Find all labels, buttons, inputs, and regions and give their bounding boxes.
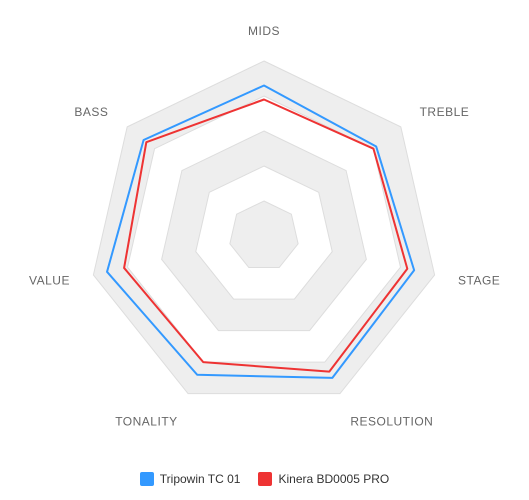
legend-label: Kinera BD0005 PRO — [278, 472, 389, 486]
legend: Tripowin TC 01 Kinera BD0005 PRO — [0, 472, 529, 486]
legend-item: Tripowin TC 01 — [140, 472, 241, 486]
axis-label: RESOLUTION — [350, 414, 433, 428]
axis-label: MIDS — [248, 24, 280, 38]
axis-label: BASS — [74, 105, 108, 119]
axis-label: TONALITY — [115, 414, 177, 428]
axis-label: VALUE — [29, 273, 70, 287]
radar-chart-svg: MIDS TREBLE STAGE RESOLUTION TONALITY VALUE BA… — [0, 0, 529, 500]
axis-label: STAGE — [458, 273, 500, 287]
legend-item: Kinera BD0005 PRO — [258, 472, 389, 486]
legend-swatch — [140, 472, 154, 486]
legend-swatch — [258, 472, 272, 486]
radar-chart-container: MIDS TREBLE STAGE RESOLUTION TONALITY VALUE BA… — [0, 0, 529, 500]
legend-label: Tripowin TC 01 — [160, 472, 241, 486]
axis-label: TREBLE — [420, 105, 470, 119]
